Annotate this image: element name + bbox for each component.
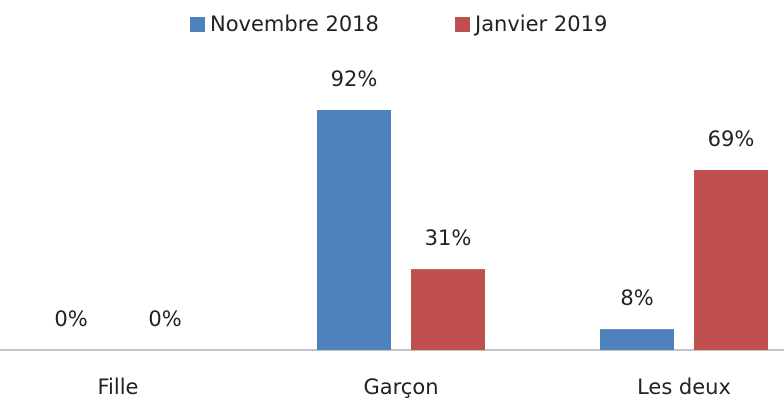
bar <box>317 110 391 350</box>
value-label: 0% <box>148 307 181 331</box>
value-label: 0% <box>54 307 87 331</box>
legend-label: Novembre 2018 <box>210 12 379 36</box>
bar <box>694 170 768 350</box>
bar <box>411 269 485 350</box>
x-tick-label: Les deux <box>637 375 731 399</box>
x-tick-label: Garçon <box>363 375 438 399</box>
value-label: 69% <box>708 127 755 151</box>
x-tick-label: Fille <box>98 375 139 399</box>
legend-swatch <box>190 17 205 32</box>
value-label: 92% <box>331 67 378 91</box>
legend-label: Janvier 2019 <box>473 12 607 36</box>
value-label: 8% <box>620 286 653 310</box>
value-label: 31% <box>425 226 472 250</box>
legend-swatch <box>455 17 470 32</box>
bar <box>600 329 674 350</box>
